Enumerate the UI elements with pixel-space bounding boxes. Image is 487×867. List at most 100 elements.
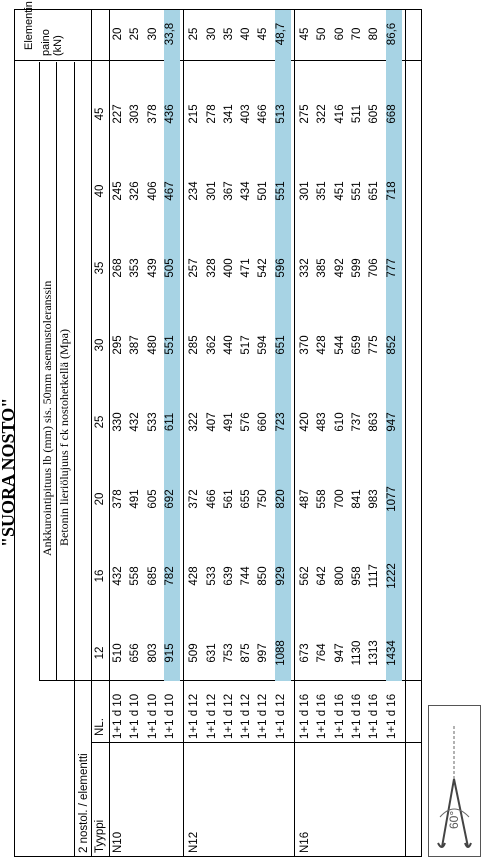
value-cell: 466	[257, 104, 270, 124]
value-cell: 351	[316, 181, 329, 201]
strength-header: 45	[94, 107, 106, 121]
value-cell: 509	[188, 643, 201, 663]
value-cell: 257	[188, 258, 201, 278]
value-cell: 551	[274, 181, 287, 201]
row-nl: 1+1 d 10	[112, 693, 124, 739]
strength-header: 12	[94, 646, 106, 660]
value-cell: 367	[222, 181, 235, 201]
value-cell: 440	[222, 335, 235, 355]
value-cell: 685	[146, 566, 159, 586]
value-cell: 820	[274, 489, 287, 509]
value-cell: 753	[222, 643, 235, 663]
value-cell: 491	[222, 412, 235, 432]
value-cell: 322	[188, 412, 201, 432]
lifting-loop-drawing: 60°	[428, 705, 481, 857]
strength-header: 30	[94, 338, 106, 352]
grid-line	[15, 60, 421, 61]
grid-line	[39, 680, 421, 681]
type-label: Tyyppi	[94, 819, 106, 853]
weight-cell: 30	[205, 27, 218, 41]
value-cell: 416	[333, 104, 346, 124]
strength-label: Betonin lieriölujuus f ck nostohetkellä …	[57, 329, 71, 546]
value-cell: 434	[240, 181, 253, 201]
value-cell: 1222	[385, 563, 398, 589]
value-cell: 947	[385, 412, 398, 432]
value-cell: 420	[299, 412, 311, 432]
row-nl: 1+1 d 16	[316, 693, 329, 739]
row-nl: 1+1 d 12	[240, 693, 253, 739]
value-cell: 542	[257, 258, 270, 278]
grid-line	[39, 62, 40, 681]
value-cell: 562	[299, 566, 311, 586]
weight-cell: 60	[333, 27, 346, 41]
value-cell: 400	[222, 258, 235, 278]
value-cell: 301	[299, 181, 311, 201]
row-nl: 1+1 d 16	[368, 693, 381, 739]
value-cell: 561	[222, 489, 235, 509]
row-nl: 1+1 d 10	[146, 693, 159, 739]
value-cell: 501	[257, 181, 270, 201]
value-cell: 301	[205, 181, 218, 201]
value-cell: 332	[299, 258, 311, 278]
weight-cell: 20	[112, 27, 124, 41]
value-cell: 378	[112, 489, 124, 509]
grid-line	[56, 62, 57, 681]
count-label: NL.	[94, 718, 106, 736]
value-cell: 656	[129, 643, 142, 663]
value-cell: 929	[274, 566, 287, 586]
value-cell: 558	[316, 489, 329, 509]
angle-arc	[439, 808, 470, 818]
weight-cell: 33,8	[163, 22, 176, 46]
value-cell: 467	[163, 181, 176, 201]
value-cell: 432	[129, 412, 142, 432]
value-cell: 370	[299, 335, 311, 355]
value-cell: 915	[163, 643, 176, 663]
value-cell: 803	[146, 643, 159, 663]
value-cell: 610	[333, 412, 346, 432]
anchor-label: Ankkurointipituus lb (mm) sis. 50mm asen…	[40, 280, 54, 556]
value-cell: 492	[333, 258, 346, 278]
value-cell: 491	[129, 489, 142, 509]
grid-line	[294, 10, 295, 856]
value-cell: 551	[163, 335, 176, 355]
figure-frame	[428, 705, 481, 857]
value-cell: 775	[368, 335, 381, 355]
lifting-table: 2 nostol. / elementti Tyyppi NL. Ankkuro…	[14, 1, 422, 857]
value-cell: 718	[385, 181, 398, 201]
value-cell: 605	[146, 489, 159, 509]
value-cell: 378	[146, 104, 159, 124]
value-cell: 668	[385, 104, 398, 124]
weight-cell: 45	[257, 27, 270, 41]
strength-header: 16	[94, 569, 106, 583]
row-nl: 1+1 d 12	[222, 693, 235, 739]
weight-cell: 35	[222, 27, 235, 41]
value-cell: 841	[350, 489, 363, 509]
value-cell: 782	[163, 566, 176, 586]
value-cell: 875	[240, 643, 253, 663]
strength-header: 25	[94, 415, 106, 429]
row-nl: 1+1 d 16	[350, 693, 363, 739]
row-nl: 1+1 d 10	[129, 693, 142, 739]
value-cell: 723	[274, 412, 287, 432]
value-cell: 428	[188, 566, 201, 586]
value-cell: 407	[205, 412, 218, 432]
value-cell: 1088	[274, 640, 287, 666]
weight-cell: 40	[240, 27, 253, 41]
value-cell: 673	[299, 643, 311, 663]
value-cell: 322	[316, 104, 329, 124]
value-cell: 511	[350, 104, 363, 124]
value-cell: 631	[205, 643, 218, 663]
value-cell: 341	[222, 104, 235, 124]
row-nl: 1+1 d 16	[333, 693, 346, 739]
value-cell: 737	[350, 412, 363, 432]
row-nl: 1+1 d 12	[274, 693, 287, 739]
grid-line	[91, 742, 421, 743]
value-cell: 278	[205, 104, 218, 124]
angle-label: 60°	[447, 811, 461, 829]
value-cell: 744	[240, 566, 253, 586]
value-cell: 1077	[385, 486, 398, 512]
weight-cell: 70	[350, 27, 363, 41]
value-cell: 439	[146, 258, 159, 278]
value-cell: 700	[333, 489, 346, 509]
